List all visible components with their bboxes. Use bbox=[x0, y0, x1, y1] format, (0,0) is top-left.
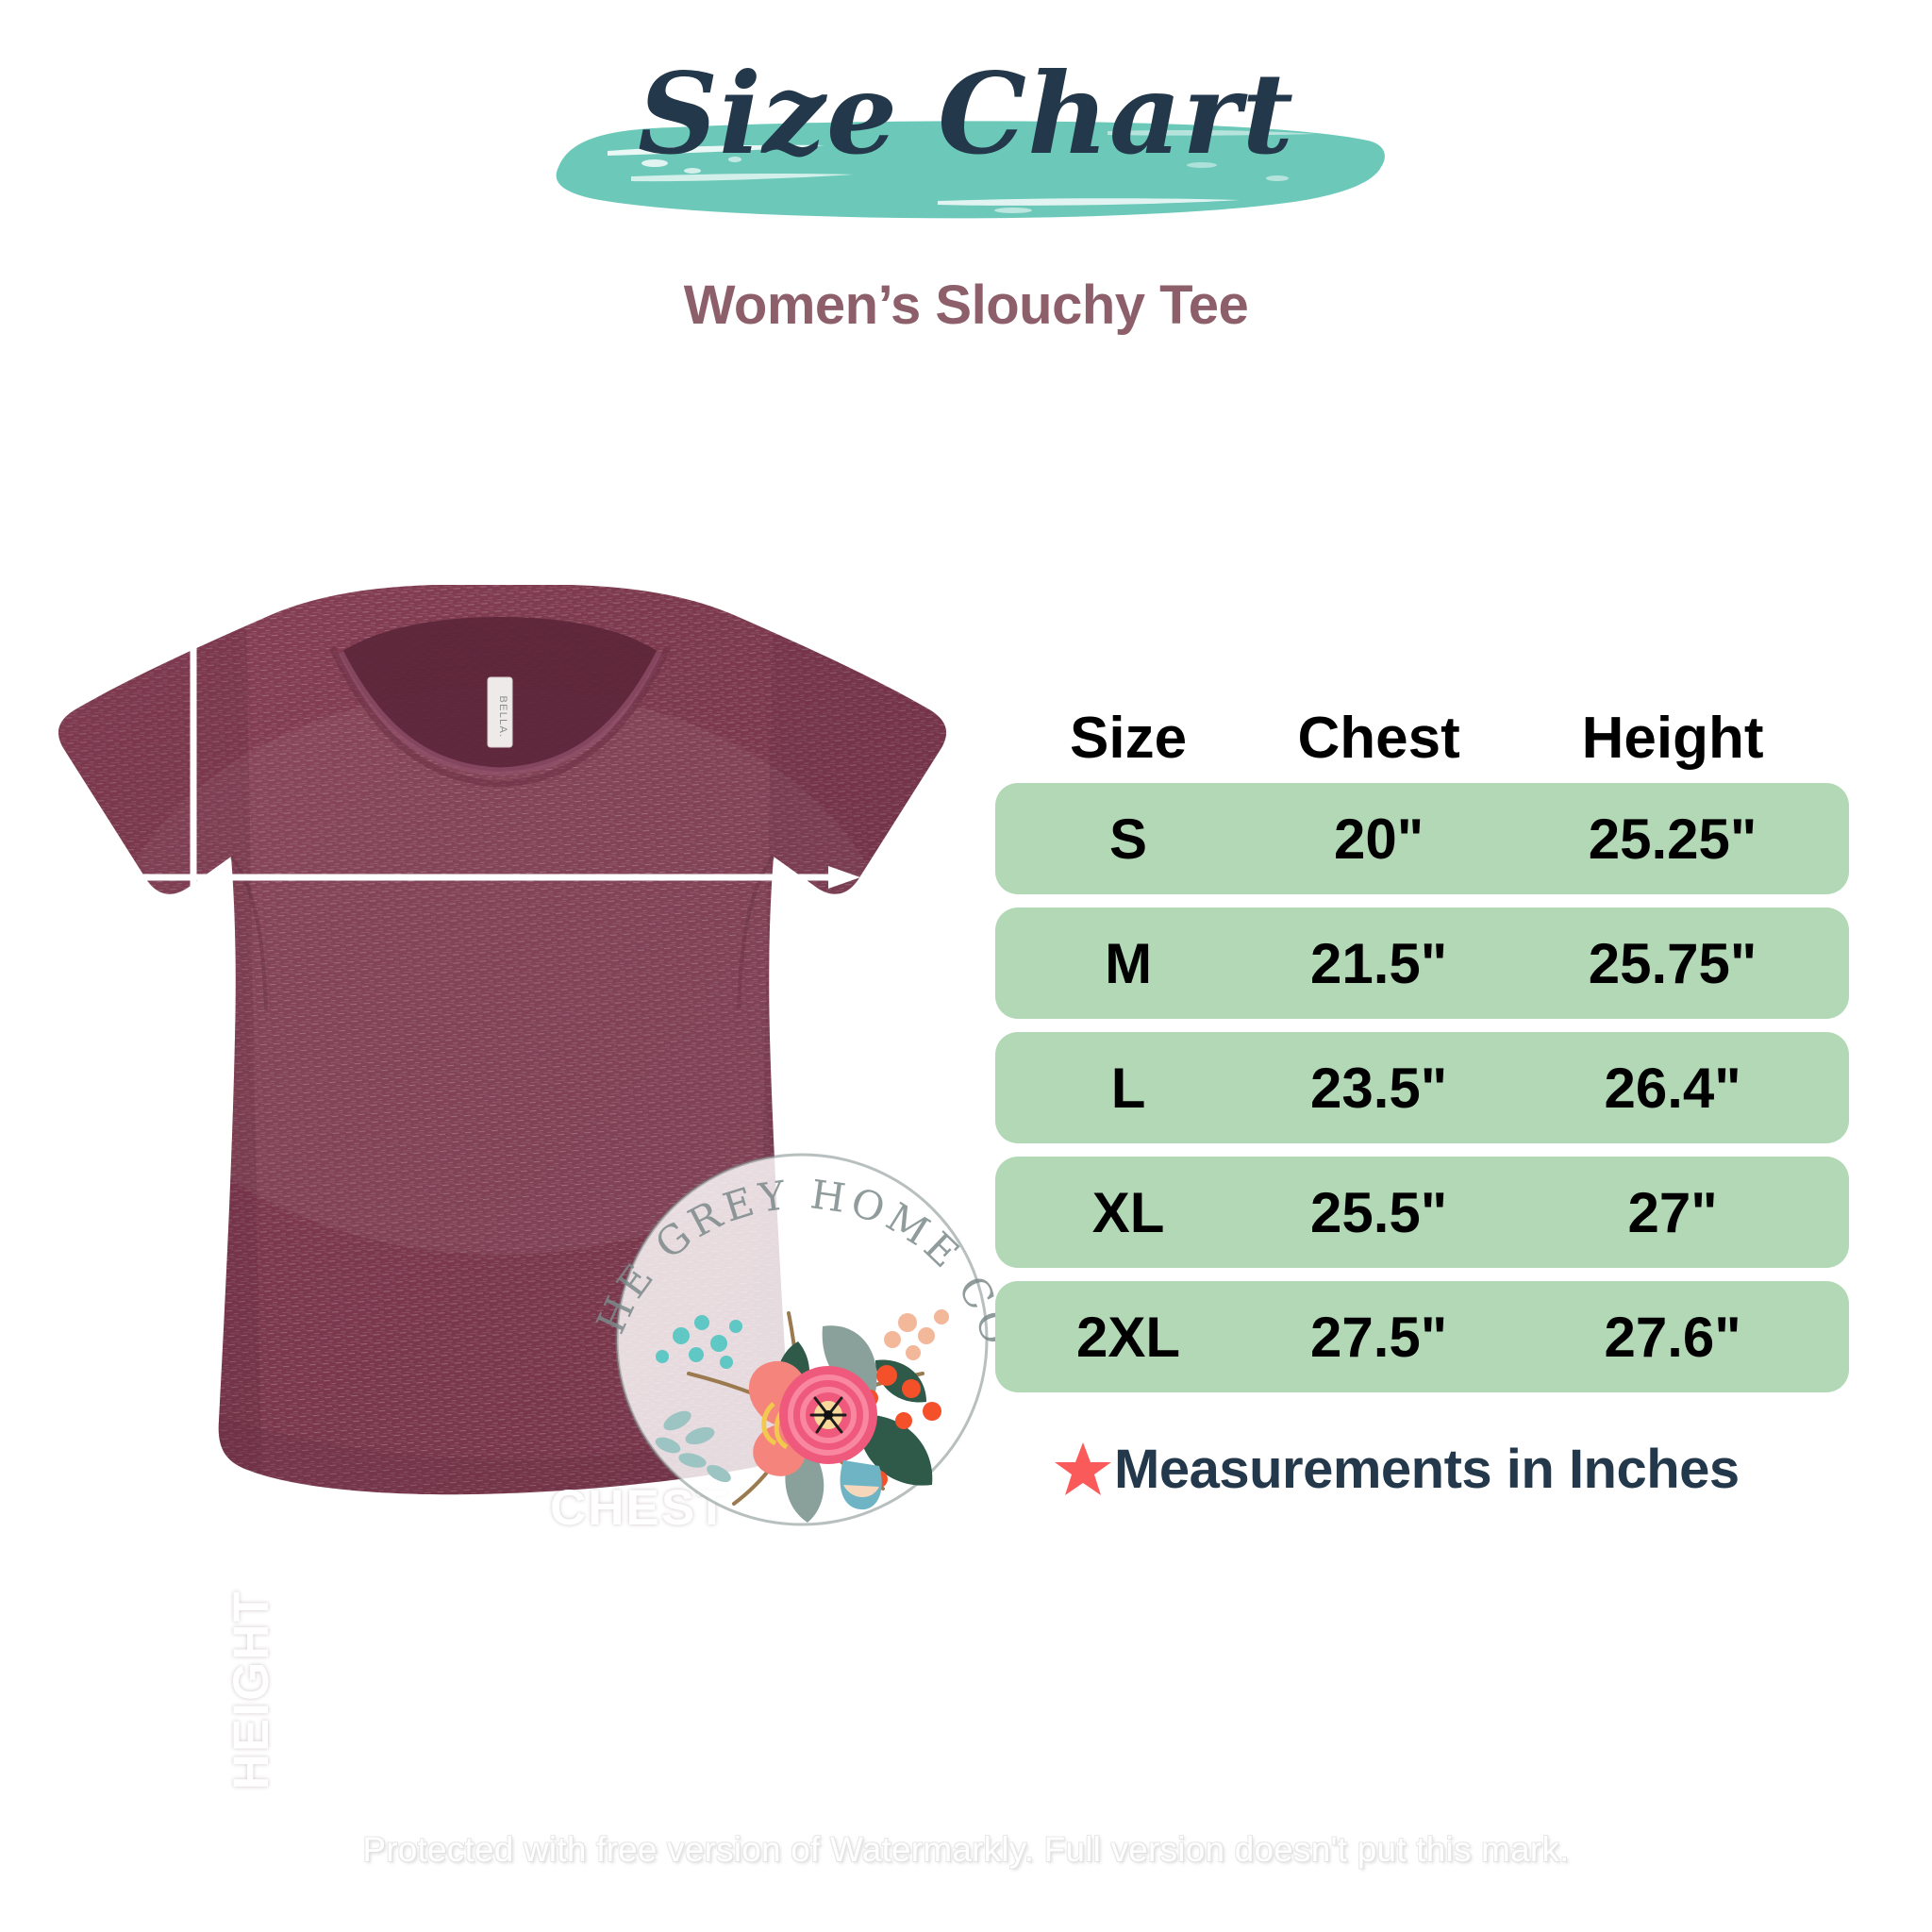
cell-size: M bbox=[1105, 931, 1153, 995]
cell-chest: 20" bbox=[1334, 807, 1424, 871]
bottom-watermark-text: Protected with free version of Watermark… bbox=[362, 1830, 1570, 1869]
cell-size: 2XL bbox=[1076, 1305, 1181, 1369]
cell-height: 25.75" bbox=[1588, 931, 1757, 995]
column-header-chest: Chest bbox=[1297, 706, 1460, 771]
footnote-text: Measurements in Inches bbox=[1114, 1439, 1740, 1500]
page-title: Size Chart bbox=[637, 48, 1295, 179]
brand-tag: BELLA. bbox=[487, 676, 513, 748]
cell-chest: 27.5" bbox=[1310, 1305, 1448, 1369]
title-brush-stroke bbox=[541, 108, 1391, 226]
garment-illustration: BELLA. CHEST HEIGHT bbox=[28, 566, 972, 1790]
measurement-arrows bbox=[98, 587, 860, 1485]
cell-size: XL bbox=[1091, 1180, 1165, 1244]
cell-size: L bbox=[1110, 1056, 1146, 1120]
column-header-height: Height bbox=[1581, 706, 1764, 771]
table-row: 2XL 27.5" 27.6" bbox=[995, 1281, 1849, 1392]
table-row: M 21.5" 25.75" bbox=[995, 908, 1849, 1019]
cell-height: 27.6" bbox=[1604, 1305, 1741, 1369]
cell-height: 27" bbox=[1627, 1180, 1718, 1244]
column-header-size: Size bbox=[1070, 706, 1188, 771]
size-table: Size Chest Height S 20" 25.25" M 21.5" 2… bbox=[995, 679, 1849, 1501]
page-subtitle: Women’s Slouchy Tee bbox=[683, 275, 1249, 336]
cell-height: 25.25" bbox=[1588, 807, 1757, 871]
table-row: L 23.5" 26.4" bbox=[995, 1032, 1849, 1143]
cell-chest: 23.5" bbox=[1310, 1056, 1448, 1120]
table-header-row: Size Chest Height bbox=[995, 679, 1849, 783]
cell-chest: 21.5" bbox=[1310, 931, 1448, 995]
cell-size: S bbox=[1109, 807, 1148, 871]
svg-text:BELLA.: BELLA. bbox=[497, 695, 508, 738]
height-measure-label: HEIGHT bbox=[224, 1590, 279, 1790]
star-icon bbox=[1054, 1441, 1112, 1499]
table-row: S 20" 25.25" bbox=[995, 783, 1849, 894]
footnote: Measurements in Inches bbox=[995, 1438, 1849, 1501]
header: Size Chart Women’s Slouchy Tee bbox=[0, 0, 1932, 358]
table-row: XL 25.5" 27" bbox=[995, 1157, 1849, 1268]
chest-measure-label: CHEST bbox=[550, 1480, 729, 1536]
cell-chest: 25.5" bbox=[1310, 1180, 1448, 1244]
sleeve-seams bbox=[229, 855, 775, 1010]
cell-height: 26.4" bbox=[1604, 1056, 1741, 1120]
